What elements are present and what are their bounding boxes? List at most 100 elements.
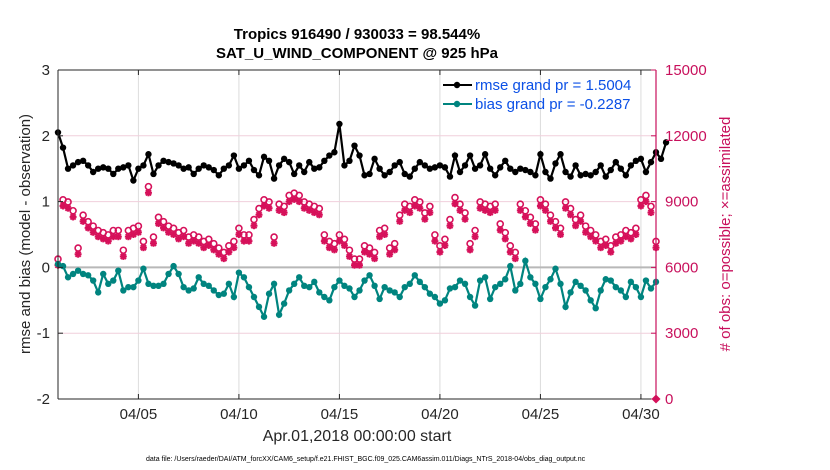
rmse-point — [185, 164, 192, 171]
bias-point — [597, 287, 604, 294]
bias-point — [366, 272, 373, 279]
rmse-point — [441, 164, 449, 171]
obs-assimilated-point — [220, 255, 228, 263]
obs-count-series — [54, 182, 661, 404]
rmse-point — [346, 157, 353, 165]
bias-point — [296, 274, 303, 281]
bias-point — [110, 277, 117, 284]
bias-point — [275, 311, 283, 318]
obs-assimilated-point — [557, 231, 565, 238]
obs-assimilated-point — [386, 250, 394, 258]
rmse-point — [165, 158, 172, 166]
rmse-point — [426, 165, 434, 172]
bias-point — [280, 300, 288, 307]
obs-possible-point — [426, 202, 434, 211]
rmse-point — [205, 164, 212, 171]
bias-point — [527, 274, 534, 281]
obs-assimilated-point — [602, 241, 610, 249]
obs-assimilated-point — [592, 237, 600, 245]
rmse-point — [512, 168, 519, 176]
bias-point — [150, 282, 157, 290]
bias-point — [265, 290, 273, 297]
rmse-point — [401, 170, 408, 178]
bias-point — [612, 283, 619, 291]
rmse-point — [336, 120, 343, 128]
rmse-point — [245, 157, 253, 165]
bias-point — [130, 283, 137, 291]
rmse-point — [285, 158, 293, 166]
rmse-point — [582, 170, 589, 178]
right-tick-labels: 15000 12000 9000 6000 3000 0 — [665, 62, 707, 408]
rmse-point — [135, 165, 142, 172]
obs-assimilated-point — [195, 239, 203, 247]
bias-point — [592, 304, 599, 312]
rmse-point — [567, 173, 574, 180]
rmse-point — [386, 168, 393, 176]
rmse-point — [316, 164, 323, 171]
y-tick-label-right: 9000 — [665, 194, 698, 211]
obs-assimilated-point — [627, 235, 635, 243]
bias-point — [331, 283, 338, 291]
obs-assimilated-point — [215, 250, 223, 258]
obs-assimilated-point — [501, 235, 509, 243]
obs-assimilated-point — [511, 255, 519, 263]
rmse-point — [115, 165, 122, 172]
obs-assimilated-point — [155, 220, 163, 228]
obs-possible-point — [230, 237, 238, 246]
obs-assimilated-point — [381, 231, 389, 238]
rmse-point — [547, 175, 554, 182]
rmse-point — [301, 168, 308, 176]
rmse-point — [466, 152, 474, 159]
rmse-point — [617, 165, 625, 172]
rmse-point — [657, 155, 665, 163]
bias-point — [59, 262, 67, 270]
bias-point — [557, 280, 564, 288]
obs-assimilated-point — [516, 206, 524, 214]
obs-possible-point — [144, 182, 153, 191]
bias-point — [411, 272, 418, 279]
bias-point — [180, 283, 187, 291]
obs-possible-point — [446, 215, 454, 224]
obs-assimilated-point — [205, 241, 213, 249]
rmse-point — [481, 151, 489, 158]
obs-possible-point — [149, 233, 158, 241]
y-tick-label-left: 0 — [42, 259, 50, 276]
obs-assimilated-point — [637, 202, 645, 210]
rmse-point — [416, 158, 424, 166]
legend-label-bias: bias grand pr = -0.2287 — [475, 96, 631, 113]
obs-assimilated-point — [617, 237, 625, 245]
rmse-point — [471, 165, 479, 172]
bias-point — [441, 297, 449, 304]
bias-point — [145, 280, 152, 288]
bias-point — [416, 278, 424, 286]
rmse-point — [411, 165, 418, 172]
obs-assimilated-point — [320, 237, 328, 245]
obs-assimilated-point — [451, 200, 459, 208]
bias-point — [481, 274, 489, 281]
rmse-point — [632, 157, 640, 165]
bias-point — [125, 283, 132, 291]
rmse-point — [180, 165, 187, 172]
bias-point — [311, 278, 318, 286]
rmse-point — [160, 157, 167, 165]
bias-point — [622, 293, 630, 301]
y-tick-label-left: -2 — [37, 391, 50, 408]
obs-assimilated-point — [496, 226, 504, 234]
bias-point — [316, 289, 323, 296]
obs-possible-point — [431, 231, 439, 239]
bias-point — [336, 277, 343, 284]
bias-point — [301, 282, 308, 290]
bias-point — [471, 302, 479, 309]
rmse-point — [311, 165, 318, 172]
axis-ticks — [58, 69, 656, 400]
obs-assimilated-point — [255, 211, 263, 219]
rmse-point — [637, 155, 645, 163]
rmse-point — [502, 157, 509, 165]
rmse-point — [110, 170, 117, 178]
y-tick-label-right: 12000 — [665, 128, 707, 145]
bias-point — [436, 300, 444, 307]
rmse-point — [562, 168, 569, 176]
bias-point — [165, 270, 172, 278]
bias-point — [476, 277, 484, 284]
rmse-point — [59, 144, 67, 151]
